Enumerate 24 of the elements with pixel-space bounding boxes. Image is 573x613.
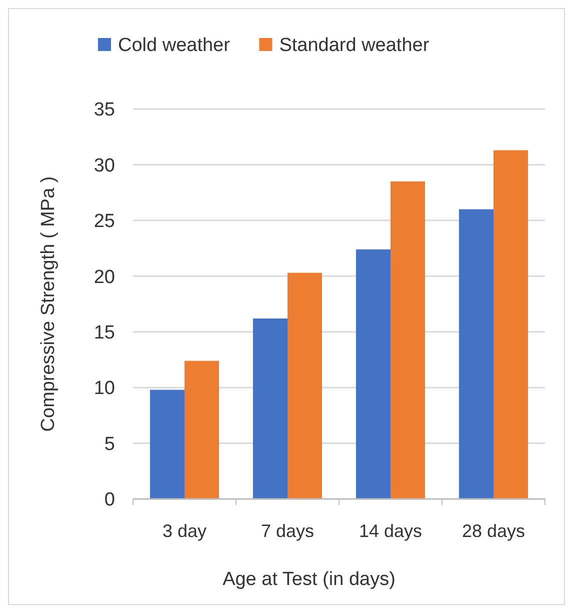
bar [150,390,184,499]
bar [458,209,494,499]
y-axis-title: Compressive Strength ( MPa ) [38,176,59,432]
y-tick-label: 5 [104,434,115,455]
legend-label: Standard weather [279,35,430,56]
x-tick-label: 7 days [260,521,314,541]
bar [252,318,288,499]
y-tick-label: 25 [94,211,115,232]
y-tick-label: 15 [94,322,115,344]
x-tick-label: 3 day [162,521,207,541]
x-tick-label: 14 days [358,521,422,541]
y-tick-label: 20 [94,266,115,288]
bar [494,150,528,499]
bar [356,249,390,499]
x-axis-title: Age at Test (in days) [222,569,396,590]
legend-label: Cold weather [118,35,231,56]
x-tick-label: 28 days [462,521,526,541]
bar [184,360,220,499]
y-tick-label: 10 [94,378,115,400]
y-tick-label: 30 [94,155,115,176]
bar [288,272,322,499]
bar [390,181,426,499]
y-tick-label: 35 [94,100,115,121]
y-tick-label: 0 [104,490,115,511]
